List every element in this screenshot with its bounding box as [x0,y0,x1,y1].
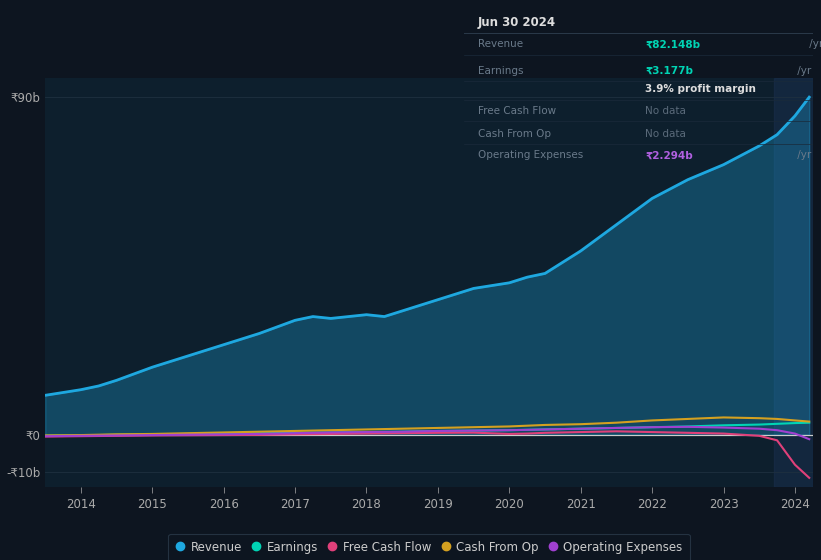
Text: /yr: /yr [794,66,811,76]
Text: Cash From Op: Cash From Op [478,129,551,139]
Text: Revenue: Revenue [478,39,523,49]
Bar [773,78,813,487]
Text: ₹82.148b: ₹82.148b [645,39,700,49]
Text: /yr: /yr [805,39,821,49]
Text: /yr: /yr [794,151,811,160]
Text: ₹3.177b: ₹3.177b [645,66,693,76]
Text: No data: No data [645,129,686,139]
Text: Jun 30 2024: Jun 30 2024 [478,16,556,29]
Text: ₹2.294b: ₹2.294b [645,151,693,160]
Text: Operating Expenses: Operating Expenses [478,151,583,160]
Legend: Revenue, Earnings, Free Cash Flow, Cash From Op, Operating Expenses: Revenue, Earnings, Free Cash Flow, Cash … [168,534,690,560]
Text: Free Cash Flow: Free Cash Flow [478,106,556,116]
Text: 3.9% profit margin: 3.9% profit margin [645,84,756,94]
Text: No data: No data [645,106,686,116]
Text: Earnings: Earnings [478,66,523,76]
